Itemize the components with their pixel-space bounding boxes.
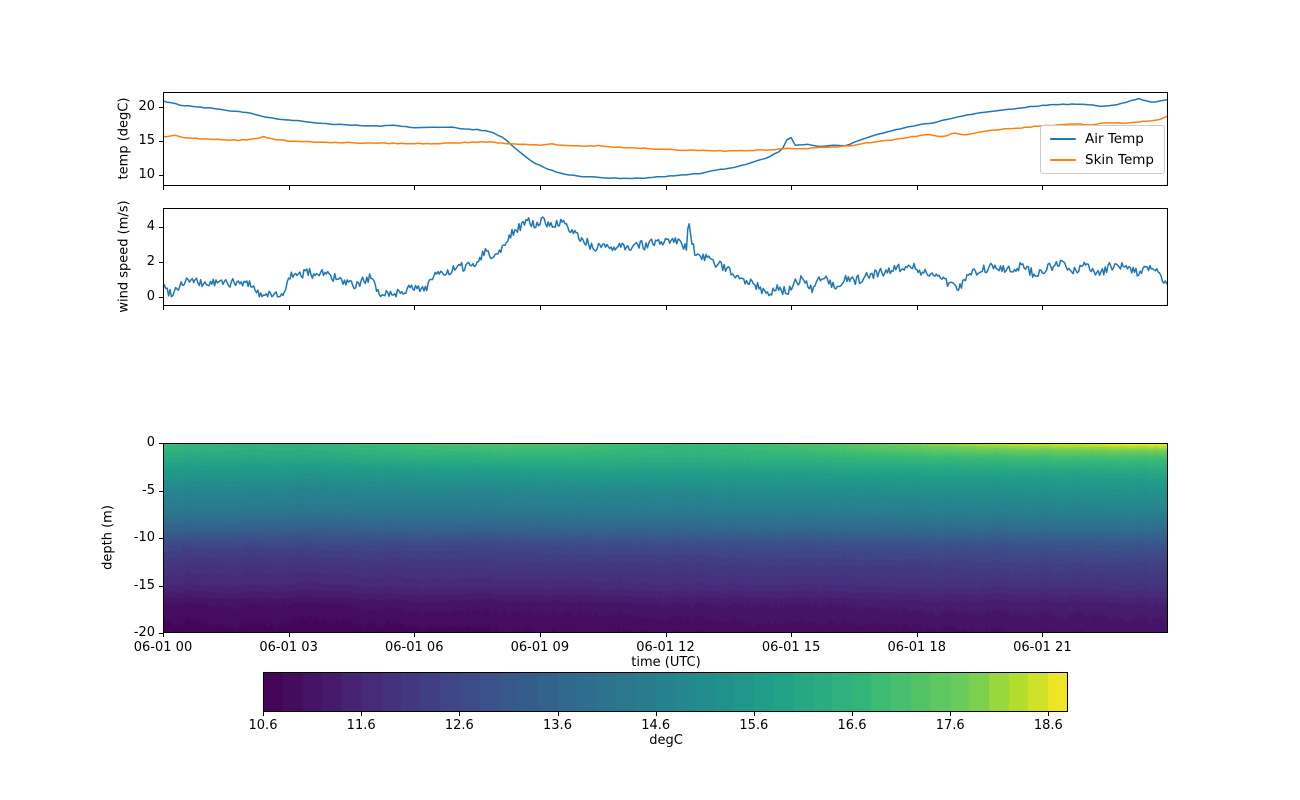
colorbar-tick-label: 15.6: [739, 718, 769, 733]
y-tick-label: 4: [146, 218, 155, 234]
x-tick-mark: [791, 633, 793, 637]
colorbar-tick-mark: [263, 712, 264, 716]
y-tick-label: 10: [138, 166, 155, 182]
x-tick-mark: [665, 306, 667, 310]
y-tick-mark: [159, 443, 163, 444]
x-tick-label: 06-01 15: [761, 640, 821, 655]
x-tick-mark: [1042, 186, 1044, 190]
x-tick-mark: [288, 306, 290, 310]
x-tick-mark: [665, 633, 667, 637]
x-tick-label: 06-01 00: [133, 640, 193, 655]
y-tick-label: 0: [146, 435, 155, 450]
x-tick-mark: [288, 186, 290, 190]
x-tick-mark: [163, 633, 164, 637]
wind-plot: [163, 208, 1168, 306]
temp-plot-lines: [163, 97, 1168, 180]
legend-label-skin-temp: Skin Temp: [1085, 152, 1154, 168]
skin-temp-line-swatch: [1050, 158, 1077, 162]
y-tick-label: 20: [138, 98, 155, 114]
legend-label-air-temp: Air Temp: [1085, 131, 1144, 147]
time-axis-label: time (UTC): [631, 655, 701, 670]
colorbar-tick-label: 17.6: [935, 718, 965, 733]
y-tick-mark: [159, 140, 163, 142]
y-tick-mark: [159, 106, 163, 108]
colorbar-tick-mark: [361, 712, 363, 716]
depth-temperature-heatmap: [163, 443, 1168, 633]
x-tick-label: 06-01 09: [510, 640, 570, 655]
colorbar-tick-mark: [852, 712, 854, 716]
colorbar-tick-label: 14.6: [641, 718, 671, 733]
colorbar-tick-label: 10.6: [248, 718, 278, 733]
colorbar-tick-label: 13.6: [543, 718, 572, 733]
y-tick-label: 0: [146, 289, 155, 305]
colorbar-tick-mark: [950, 712, 952, 716]
y-tick-label: 15: [138, 132, 155, 148]
y-tick-label: -5: [142, 482, 155, 498]
y-tick-mark: [159, 226, 163, 228]
x-tick-mark: [791, 306, 793, 310]
y-tick-mark: [159, 174, 163, 176]
y-tick-label: -20: [133, 625, 155, 640]
x-tick-mark: [414, 186, 416, 190]
x-tick-mark: [539, 306, 541, 310]
x-tick-mark: [1042, 306, 1044, 310]
legend-item-skin-temp: Skin Temp: [1050, 152, 1154, 168]
colorbar-tick-mark: [557, 712, 559, 716]
y-tick-label: -10: [133, 530, 155, 545]
colorbar-tick-mark: [1048, 712, 1050, 716]
x-tick-mark: [916, 186, 918, 190]
colorbar-tick-label: 11.6: [346, 718, 376, 733]
colorbar-tick-mark: [655, 712, 657, 716]
y-tick-mark: [159, 633, 163, 634]
temp-plot: Air Temp Skin Temp: [163, 92, 1168, 186]
x-tick-label: 06-01 21: [1013, 640, 1072, 655]
colorbar-tick-label: 18.6: [1033, 718, 1063, 733]
air-temp-line-swatch: [1050, 137, 1077, 141]
x-tick-mark: [163, 306, 164, 310]
colorbar: [263, 672, 1068, 712]
colorbar-gradient: [263, 672, 1068, 712]
x-tick-mark: [1042, 633, 1044, 637]
y-tick-mark: [159, 585, 163, 587]
colorbar-tick-mark: [753, 712, 755, 716]
x-tick-label: 06-01 12: [636, 640, 695, 655]
x-tick-mark: [414, 306, 416, 310]
x-tick-mark: [414, 633, 416, 637]
wind-plot-line: [163, 216, 1168, 298]
legend-item-air-temp: Air Temp: [1050, 131, 1154, 147]
x-tick-mark: [916, 633, 918, 637]
x-tick-mark: [665, 186, 667, 190]
y-tick-mark: [159, 297, 163, 299]
x-tick-mark: [791, 186, 793, 190]
x-tick-mark: [163, 186, 164, 190]
legend: Air Temp Skin Temp: [1040, 125, 1165, 174]
heatmap-image: [163, 443, 1168, 633]
y-tick-mark: [159, 261, 163, 263]
x-tick-label: 06-01 03: [259, 640, 318, 655]
colorbar-tick-label: 12.6: [444, 718, 474, 733]
colorbar-label: degC: [649, 733, 683, 748]
x-tick-label: 06-01 06: [385, 640, 444, 655]
x-tick-mark: [916, 306, 918, 310]
x-tick-mark: [288, 633, 290, 637]
y-tick-mark: [159, 490, 163, 492]
y-tick-label: 2: [146, 253, 155, 269]
x-tick-mark: [539, 633, 541, 637]
colorbar-tick-label: 16.6: [837, 718, 867, 733]
y-tick-label: -15: [133, 577, 155, 593]
x-tick-mark: [539, 186, 541, 190]
colorbar-tick-mark: [459, 712, 461, 716]
y-tick-mark: [159, 538, 163, 539]
x-tick-label: 06-01 18: [887, 640, 946, 655]
